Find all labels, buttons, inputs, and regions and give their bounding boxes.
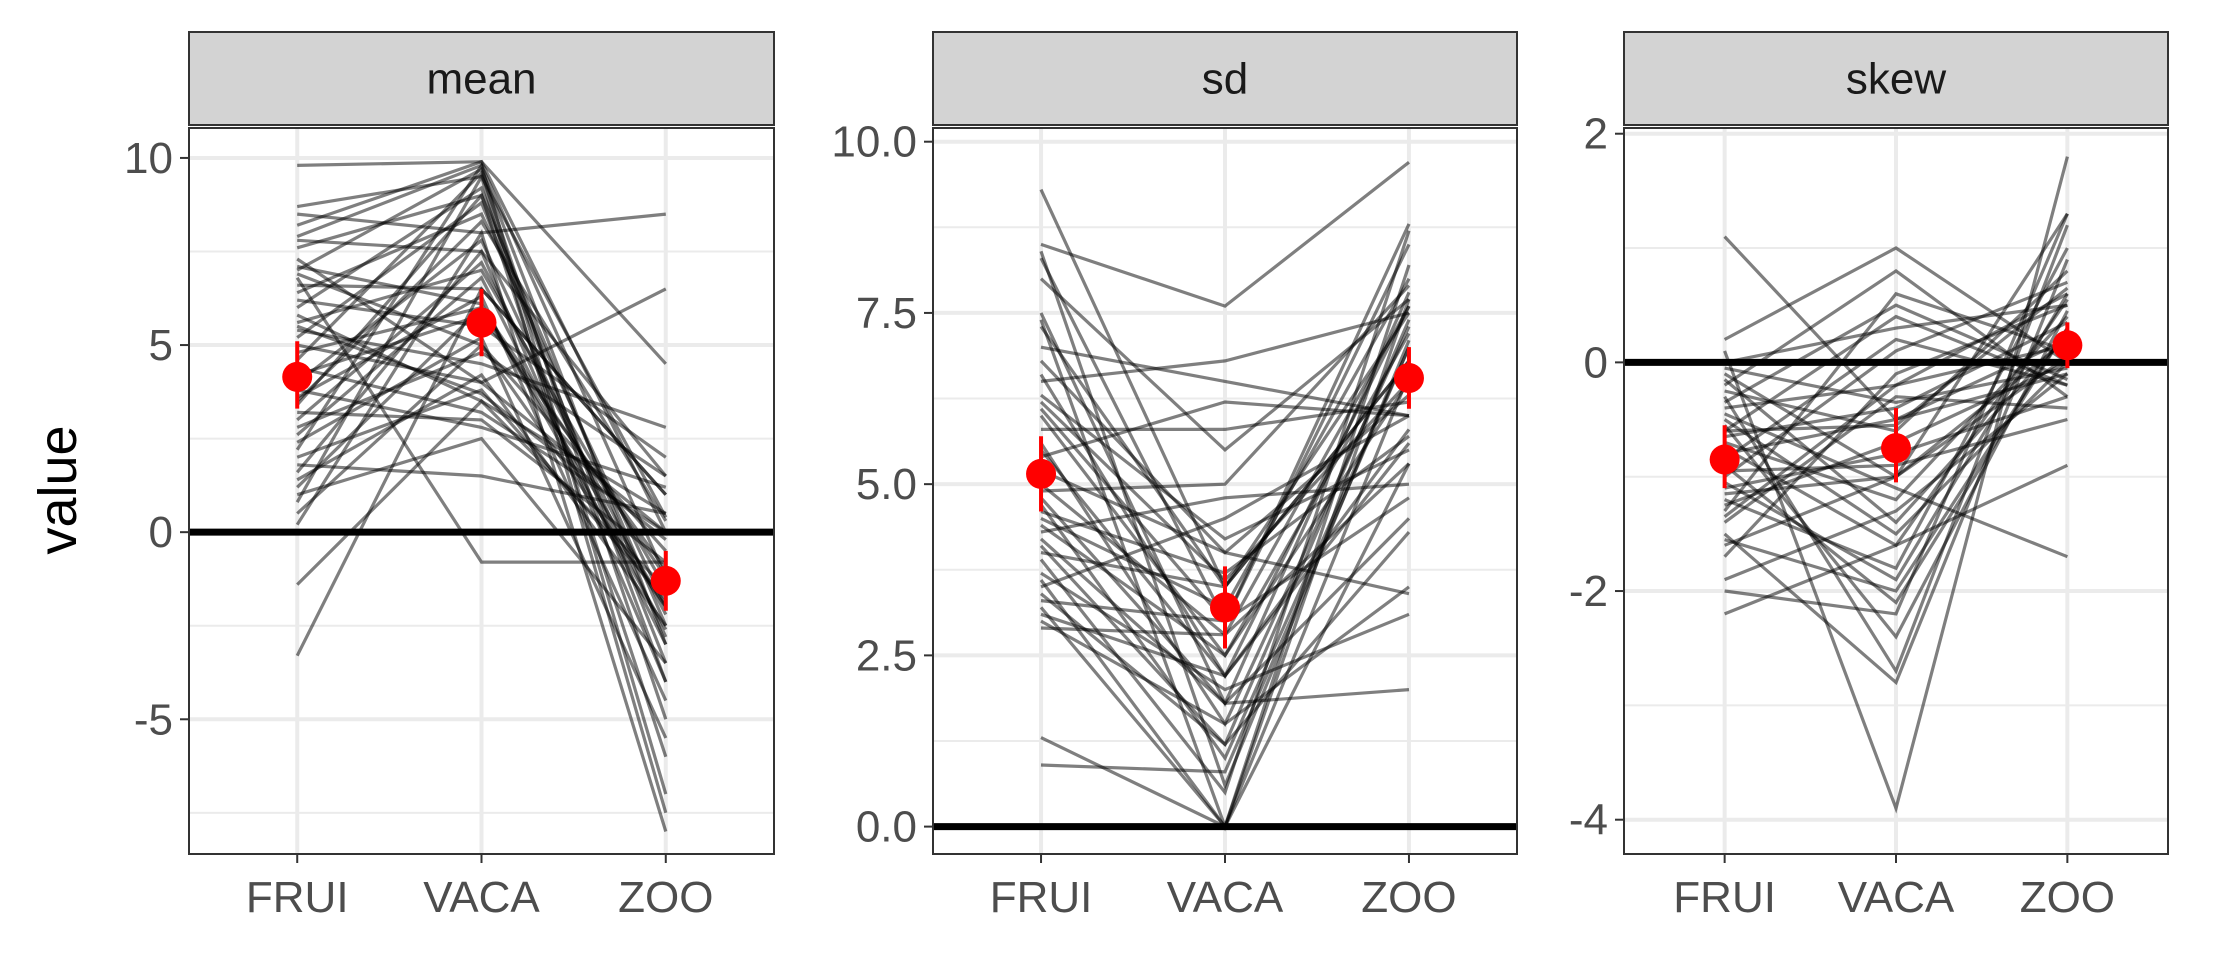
summary-point [2052,330,2082,360]
summary-point [1881,433,1911,463]
x-tick-label: VACA [1167,873,1284,922]
x-tick-label: FRUI [246,873,349,922]
facet-strip-label: skew [1846,55,1946,104]
facet-strip-label: mean [426,55,536,104]
x-axis: FRUI VACA ZOO [990,854,1457,922]
summary-point [1710,445,1740,475]
y-axis: -4 -2 0 2 [1569,110,1624,845]
summary-point [282,362,312,392]
facet-mean: mean -5 0 5 10 FRUI VACA ZOO [124,32,774,922]
x-tick-label: ZOO [1361,873,1456,922]
x-tick-label: FRUI [1673,873,1776,922]
y-tick-label: 10 [124,134,173,183]
summary-point [467,308,497,338]
x-tick-label: FRUI [990,873,1093,922]
facet-skew: skew -4 -2 0 2 FRUI VACA ZOO [1569,32,2168,922]
y-tick-label: -2 [1569,567,1608,616]
x-axis: FRUI VACA ZOO [1673,854,2115,922]
summary-point [1210,592,1240,622]
y-tick-label: 7.5 [856,289,917,338]
y-axis: 0.0 2.5 5.0 7.5 10.0 [831,118,933,852]
y-tick-label: 10.0 [831,118,917,167]
x-tick-label: VACA [423,873,540,922]
y-tick-label: -5 [134,695,173,744]
x-tick-label: ZOO [618,873,713,922]
facet-sd: sd 0.0 2.5 5.0 7.5 10.0 FRUI VACA ZOO [831,32,1517,922]
summary-point [1026,459,1056,489]
y-axis: -5 0 5 10 [124,134,189,744]
y-tick-label: 0 [149,508,173,557]
gridlines [1624,128,2168,854]
facet-strip-label: sd [1202,55,1248,104]
y-tick-label: 2.5 [856,631,917,680]
x-axis: FRUI VACA ZOO [246,854,714,922]
y-tick-label: 5.0 [856,460,917,509]
summary-point [651,566,681,596]
y-tick-label: 0.0 [856,803,917,852]
y-tick-label: 5 [149,321,173,370]
x-tick-label: VACA [1838,873,1955,922]
y-tick-label: 2 [1584,110,1608,159]
y-tick-label: 0 [1584,338,1608,387]
y-axis-title: value [28,425,88,554]
x-tick-label: ZOO [2020,873,2115,922]
y-tick-label: -4 [1569,796,1608,845]
facet-panels: mean -5 0 5 10 FRUI VACA ZOO sd 0.0 2.5 5.0 7.5 10.0 F… [124,32,2168,922]
summary-point [1394,363,1424,393]
